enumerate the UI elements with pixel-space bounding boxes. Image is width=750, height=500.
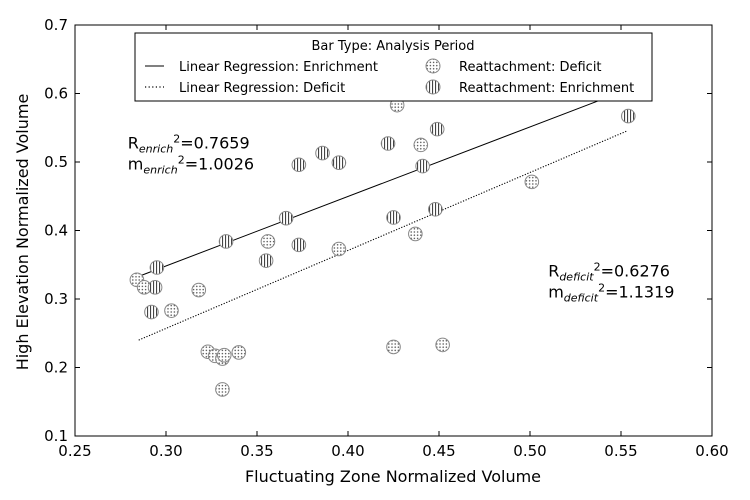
enrichment-point — [415, 158, 430, 174]
enrichment-point — [144, 304, 159, 320]
x-tick-label: 0.60 — [695, 442, 728, 460]
y-tick-label: 0.6 — [44, 85, 68, 103]
deficit-point — [231, 345, 247, 360]
x-tick-label: 0.50 — [513, 442, 546, 460]
enrichment-point — [429, 121, 445, 137]
annotation-enrich-slope: menrich2=1.0026 — [128, 153, 254, 176]
deficit-point — [435, 337, 450, 353]
annotation-enrich-r-squared: Renrich2=0.7659 — [128, 132, 250, 155]
deficit-point — [524, 174, 540, 190]
legend-label-deficit-regression: Linear Regression: Deficit — [179, 81, 345, 96]
regression-lines — [138, 88, 631, 341]
legend-hatched-circle-icon — [425, 79, 441, 95]
enrichment-point — [258, 253, 274, 268]
legend: Bar Type: Analysis Period Linear Regress… — [134, 32, 653, 102]
scatter-points — [129, 97, 636, 397]
annotation-deficit-slope: mdeficit2=1.1319 — [548, 281, 674, 304]
legend-label-reattachment-deficit: Reattachment: Deficit — [459, 60, 602, 75]
y-axis-label: High Elevation Normalized Volume — [13, 94, 32, 371]
x-axis-label: Fluctuating Zone Normalized Volume — [245, 467, 541, 486]
x-tick-label: 0.40 — [331, 442, 364, 460]
y-tick-label: 0.5 — [44, 153, 68, 171]
deficit-point — [216, 347, 232, 363]
x-tick-label: 0.55 — [604, 442, 637, 460]
enrichment-point — [380, 136, 396, 151]
enrichment-point — [428, 201, 443, 217]
y-tick-label: 0.4 — [44, 222, 68, 240]
deficit-point — [164, 303, 179, 318]
x-tick-label: 0.25 — [58, 442, 91, 460]
legend-label-reattachment-enrichment: Reattachment: Enrichment — [459, 81, 634, 96]
enrichment-regression-line — [138, 88, 631, 277]
axis-ticks: 0.25 0.30 0.35 0.40 0.45 0.50 0.55 0.60 0.1 0.2 0.… — [44, 16, 729, 460]
y-tick-label: 0.7 — [44, 16, 68, 34]
x-tick-label: 0.45 — [422, 442, 455, 460]
enrichment-point — [620, 108, 636, 124]
enrichment-point — [331, 155, 347, 170]
enrichment-point — [291, 237, 307, 253]
deficit-point — [413, 137, 429, 153]
x-tick-label: 0.35 — [240, 442, 273, 460]
enrichment-point — [291, 157, 307, 173]
deficit-point — [191, 282, 207, 298]
legend-title: Bar Type: Analysis Period — [312, 39, 475, 54]
enrichment-point — [147, 280, 163, 295]
legend-dotted-circle-icon — [425, 58, 441, 74]
enrichment-point — [149, 260, 165, 275]
deficit-point — [215, 382, 230, 397]
deficit-point — [260, 234, 276, 249]
enrichment-point — [278, 210, 294, 226]
enrichment-point — [315, 145, 330, 161]
legend-box — [134, 32, 653, 102]
annotation-deficit-r-squared: Rdeficit2=0.6276 — [548, 260, 670, 283]
enrichment-point — [218, 234, 234, 249]
deficit-point — [408, 226, 423, 242]
enrichment-point — [386, 210, 401, 225]
deficit-point — [331, 241, 347, 257]
deficit-point — [386, 339, 401, 355]
y-tick-label: 0.3 — [44, 290, 68, 308]
y-tick-label: 0.1 — [44, 427, 68, 445]
y-tick-label: 0.2 — [44, 359, 68, 377]
legend-label-enrichment-regression: Linear Regression: Enrichment — [179, 60, 378, 75]
x-tick-label: 0.30 — [149, 442, 182, 460]
